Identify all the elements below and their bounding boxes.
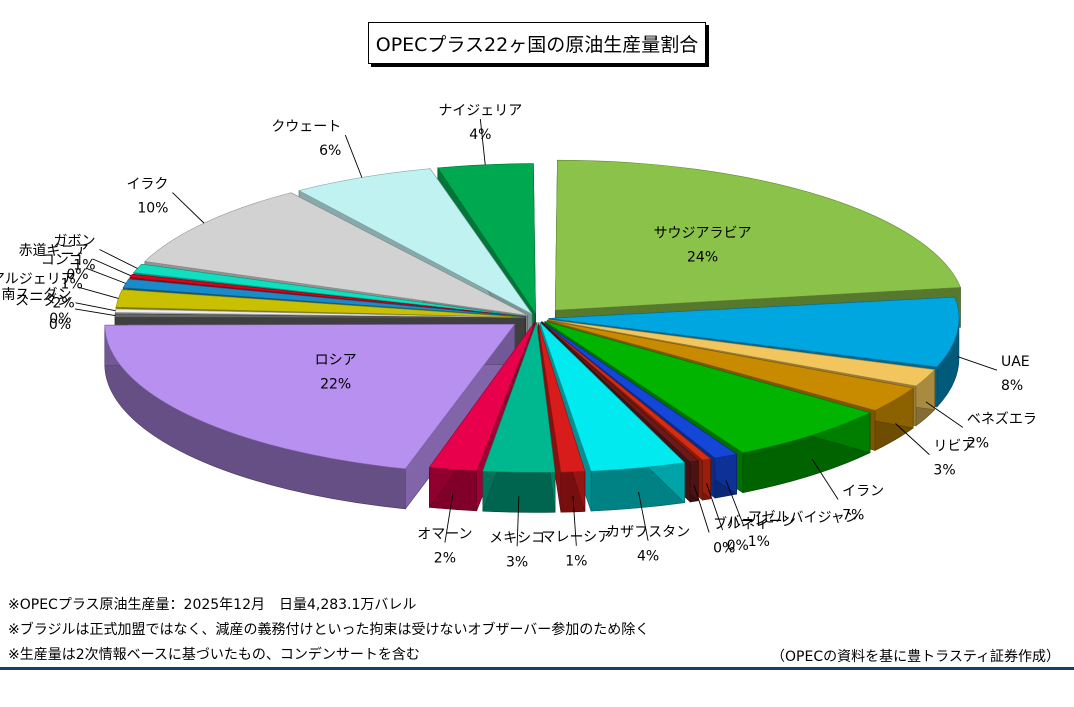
footnote-basis: ※生産量は2次情報ベースに基づいたもの、コンデンサートを含む — [8, 647, 420, 663]
label-name-バーレーン: バーレーン — [727, 514, 796, 530]
slice-マレーシア — [537, 322, 586, 513]
label-name-マレーシア: マレーシア — [541, 530, 611, 546]
label-value-コンゴ: 1% — [61, 276, 83, 292]
source-note: （OPECの資料を基に豊トラスティ証券作成） — [771, 649, 1060, 665]
leader-赤道ギニア — [92, 258, 132, 277]
leader-スーダン — [74, 308, 116, 317]
label-name-コンゴ: コンゴ — [41, 251, 83, 268]
label-name-ブルネイ: ブルネイ — [713, 515, 769, 532]
slice-top-南スーダン — [114, 308, 526, 319]
slice-top-クウェート — [298, 168, 533, 315]
label-name-ロシア: ロシア — [315, 352, 357, 368]
label-name-クウェート: クウェート — [271, 119, 341, 135]
leader-ガボン — [99, 249, 138, 269]
slice-top-スーダン — [114, 313, 526, 319]
label-value-メキシコ: 3% — [506, 554, 528, 570]
slice-top-コンゴ — [122, 278, 526, 318]
label-value-アゼルバイジャン: 1% — [748, 534, 770, 550]
label-name-スーダン: スーダン — [15, 293, 71, 309]
label-value-オマーン: 2% — [434, 551, 456, 567]
label-value-ナイジェリア: 4% — [469, 127, 491, 143]
slice-top-UAE — [548, 296, 960, 368]
label-value-イラク: 10% — [137, 201, 168, 217]
label-value-マレーシア: 1% — [565, 554, 587, 570]
slice-top-アゼルバイジャン — [542, 321, 738, 459]
label-value-リビア: 3% — [933, 463, 955, 479]
bottom-divider — [0, 667, 1074, 670]
label-name-ベネズエラ: ベネズエラ — [967, 411, 1037, 427]
leader-lines — [74, 118, 998, 547]
leader-ベネズエラ — [925, 401, 964, 428]
leader-ブルネイ — [693, 485, 710, 533]
label-name-カザフスタン: カザフスタン — [606, 525, 690, 541]
label-value-南スーダン: 0% — [49, 311, 71, 327]
label-name-リビア: リビア — [933, 439, 975, 455]
label-value-アルジェリア: 2% — [53, 295, 75, 311]
slice-top-赤道ギニア — [129, 273, 526, 318]
label-name-南スーダン: 南スーダン — [2, 287, 72, 303]
slice-top-ナイジェリア — [437, 163, 536, 315]
label-name-イラク: イラク — [126, 177, 168, 193]
slice-top-イラン — [544, 321, 871, 454]
slice-top-メキシコ — [482, 322, 556, 473]
leader-ナイジェリア — [479, 118, 486, 165]
slice-top-バーレーン — [541, 321, 712, 461]
slice-top-カザフスタン — [539, 322, 686, 472]
slice-top-イラク — [144, 192, 528, 316]
label-value-スーダン: 0% — [49, 317, 71, 333]
leader-コンゴ — [86, 267, 126, 284]
leader-オマーン — [444, 493, 454, 543]
leader-メキシコ — [516, 496, 520, 547]
label-value-クウェート: 6% — [319, 143, 341, 159]
leader-バーレーン — [706, 483, 724, 531]
footnote-brazil: ※ブラジルは正式加盟ではなく、減産の義務付けといった拘束は受けないオブザーバー参… — [8, 622, 650, 638]
leader-アルジェリア — [78, 286, 119, 299]
leader-クウェート — [344, 134, 363, 178]
leader-イラク — [172, 192, 205, 224]
label-name-ガボン: ガボン — [54, 234, 96, 250]
label-value-ベネズエラ: 2% — [967, 435, 989, 451]
label-value-カザフスタン: 4% — [637, 549, 659, 565]
label-name-アゼルバイジャン: アゼルバイジャン — [748, 510, 859, 526]
label-value-ガボン: 1% — [73, 258, 95, 274]
leader-マレーシア — [572, 495, 577, 546]
leader-カザフスタン — [638, 491, 649, 541]
leader-UAE — [957, 355, 998, 371]
slice-top-ロシア — [104, 323, 516, 470]
label-name-UAE: UAE — [1001, 354, 1030, 370]
label-name-サウジアラビア: サウジアラビア — [654, 226, 752, 242]
chart-title: OPECプラス22ヶ国の原油生産量割合 — [368, 22, 706, 64]
footnotes: ※OPECプラス原油生産量：2025年12月 日量4,283.1万バレル ※ブラ… — [8, 593, 649, 668]
slice-labels: サウジアラビア24%UAE8%ベネズエラ2%リビア3%イラン7%アゼルバイジャン… — [0, 103, 1037, 570]
slice-top-マレーシア — [537, 322, 586, 473]
label-name-イラン: イラン — [842, 483, 884, 499]
label-value-イラン: 7% — [842, 507, 864, 523]
label-value-UAE: 8% — [1001, 378, 1023, 394]
slice-top-サウジアラビア — [554, 159, 961, 311]
label-name-メキシコ: メキシコ — [489, 530, 545, 546]
label-value-バーレーン: 0% — [727, 538, 749, 554]
label-name-アルジェリア: アルジェリア — [0, 271, 75, 287]
label-name-ナイジェリア: ナイジェリア — [438, 103, 522, 119]
slice-メキシコ — [482, 322, 556, 513]
leader-イラン — [811, 458, 839, 500]
leader-リビア — [895, 423, 930, 455]
slice-ロシア — [104, 323, 516, 510]
slice-top-リビア — [547, 320, 914, 411]
label-value-サウジアラビア: 24% — [687, 250, 718, 266]
pie-slices — [104, 159, 961, 513]
slice-top-オマーン — [428, 322, 535, 472]
label-name-赤道ギニア: 赤道ギニア — [19, 243, 89, 259]
leader-アゼルバイジャン — [725, 479, 745, 527]
label-value-赤道ギニア: 0% — [66, 267, 88, 283]
footnote-production: ※OPECプラス原油生産量：2025年12月 日量4,283.1万バレル — [8, 597, 417, 613]
label-value-ロシア: 22% — [320, 376, 351, 392]
slice-top-ベネズエラ — [548, 319, 936, 387]
slice-top-ブルネイ — [541, 321, 699, 463]
leader-南スーダン — [75, 302, 116, 312]
label-name-オマーン: オマーン — [417, 527, 472, 543]
label-value-ブルネイ: 0% — [713, 540, 735, 556]
